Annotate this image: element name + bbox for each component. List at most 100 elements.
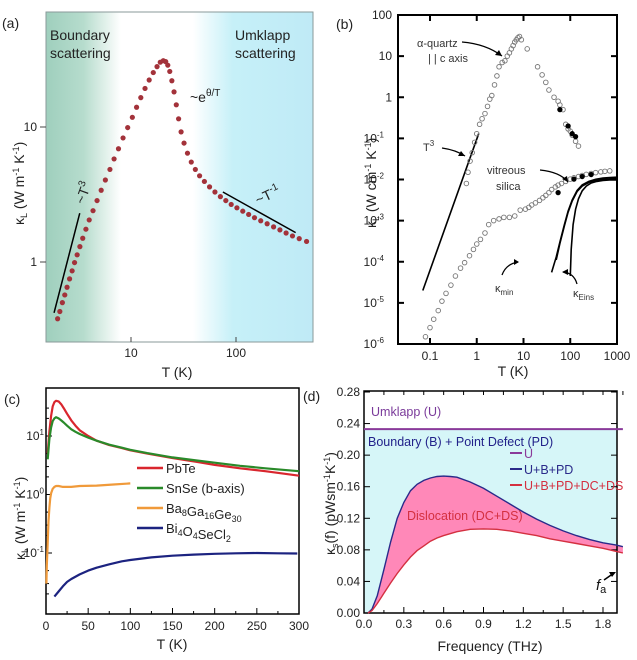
data-point (240, 208, 246, 214)
x-tick-label: 100 (560, 349, 580, 363)
open-data-point (543, 192, 549, 199)
arrowhead-fa (609, 572, 616, 577)
y-tick-label: 0.04 (337, 574, 361, 588)
region-label-umklapp-2: scattering (235, 45, 296, 61)
open-data-point (476, 121, 483, 128)
y-tick-label: 1 (30, 255, 37, 269)
panel-d-xlabel: Frequency (THz) (437, 638, 542, 654)
open-data-point (430, 316, 437, 322)
curve-t3 (422, 133, 480, 291)
filled-data-point (572, 134, 579, 140)
data-point (184, 150, 191, 156)
open-data-point (494, 73, 500, 79)
data-point (64, 284, 70, 290)
data-point (138, 95, 144, 101)
arrowhead-t3 (458, 151, 465, 156)
data-point (133, 104, 140, 110)
data-point (196, 173, 203, 179)
annotation-c-axis: | | c axis (428, 53, 468, 65)
y-tick-label: 0.16 (337, 480, 361, 494)
arrowhead-keins (562, 269, 568, 275)
region-label-umklapp: Umklapp (U) (371, 405, 441, 419)
x-tick-label: 100 (120, 619, 140, 633)
open-data-point (457, 265, 464, 271)
y-tick-label: 101 (26, 428, 44, 443)
open-data-point (491, 82, 498, 88)
panel-b-ylabel: κL (W cm-1 K-1) (363, 138, 381, 228)
data-point (173, 102, 179, 108)
open-data-point (548, 186, 555, 193)
annotation-keins: κEins (573, 288, 594, 302)
y-tick-label: 10-1 (24, 545, 45, 560)
data-point (175, 116, 182, 122)
annotation-vitreous: vitreous (487, 165, 526, 177)
y-tick-label: 10-1 (364, 130, 385, 145)
data-point (69, 268, 75, 274)
x-tick-label: 150 (162, 619, 182, 633)
open-data-point (479, 116, 485, 122)
y-tick-label: 0.28 (337, 385, 361, 399)
open-data-point (463, 180, 470, 187)
data-point (66, 276, 73, 282)
open-data-point (496, 64, 502, 70)
y-tick-label: 0.08 (337, 543, 361, 557)
data-point (107, 166, 113, 173)
data-point (251, 215, 258, 221)
data-point (181, 140, 187, 146)
open-data-point (471, 139, 478, 146)
data-point (246, 211, 252, 218)
open-data-point (465, 169, 471, 176)
region-label-boundary-point-defect: Boundary (B) + Point Defect (PD) (368, 435, 553, 449)
annotation-silica: silica (496, 181, 521, 193)
y-tick-label: 100 (372, 8, 392, 22)
x-tick-label: 1000 (604, 349, 631, 363)
x-tick-label: 300 (289, 619, 309, 633)
arrowhead-kmin (514, 259, 519, 265)
open-data-point (546, 87, 552, 93)
open-data-point (551, 94, 557, 100)
filled-data-point (579, 173, 585, 180)
legend-label: U+B+PD (524, 463, 573, 477)
region-label-dislocation: Dislocation (DC+DS) (407, 509, 523, 523)
data-point (154, 64, 160, 70)
data-point (59, 300, 65, 306)
data-point (258, 218, 264, 224)
data-point (201, 178, 207, 185)
open-data-point (422, 334, 429, 340)
data-point (102, 177, 108, 183)
data-point (178, 129, 184, 135)
data-point (146, 77, 152, 83)
y-tick-label: 100 (26, 487, 44, 502)
data-point (71, 259, 78, 266)
open-data-point (496, 216, 502, 222)
open-data-point (467, 158, 473, 164)
open-data-point (552, 184, 559, 190)
data-point (171, 89, 177, 95)
open-data-point (474, 241, 480, 247)
panel-d-plot-area (363, 390, 618, 614)
region-under-curve (364, 528, 623, 613)
series-line-bi4o4secl2 (53, 551, 298, 598)
y-tick-label: 0.24 (337, 417, 361, 431)
panel-d-ylabel: κs(f) (pWsm-1K-1) (322, 452, 340, 555)
annotation-alpha-quartz: α-quartz (417, 38, 458, 50)
filled-data-point (569, 131, 575, 137)
annotation-fa: fa (596, 577, 607, 596)
curve-κeins (569, 179, 618, 277)
open-data-point (489, 92, 495, 99)
open-data-point (501, 214, 507, 221)
open-data-point (543, 79, 549, 86)
data-point (62, 292, 68, 298)
y-tick-label: 1 (385, 90, 392, 104)
data-point (74, 252, 80, 258)
series-line-u-b-pd (367, 475, 624, 614)
filled-data-point (565, 123, 571, 129)
data-point (55, 316, 61, 322)
open-data-point (435, 307, 441, 314)
x-tick-label: 10 (124, 346, 138, 360)
curve-κmin2 (555, 177, 618, 261)
y-tick-label: 10-3 (364, 213, 385, 228)
data-point (283, 230, 289, 236)
data-point (115, 146, 122, 152)
